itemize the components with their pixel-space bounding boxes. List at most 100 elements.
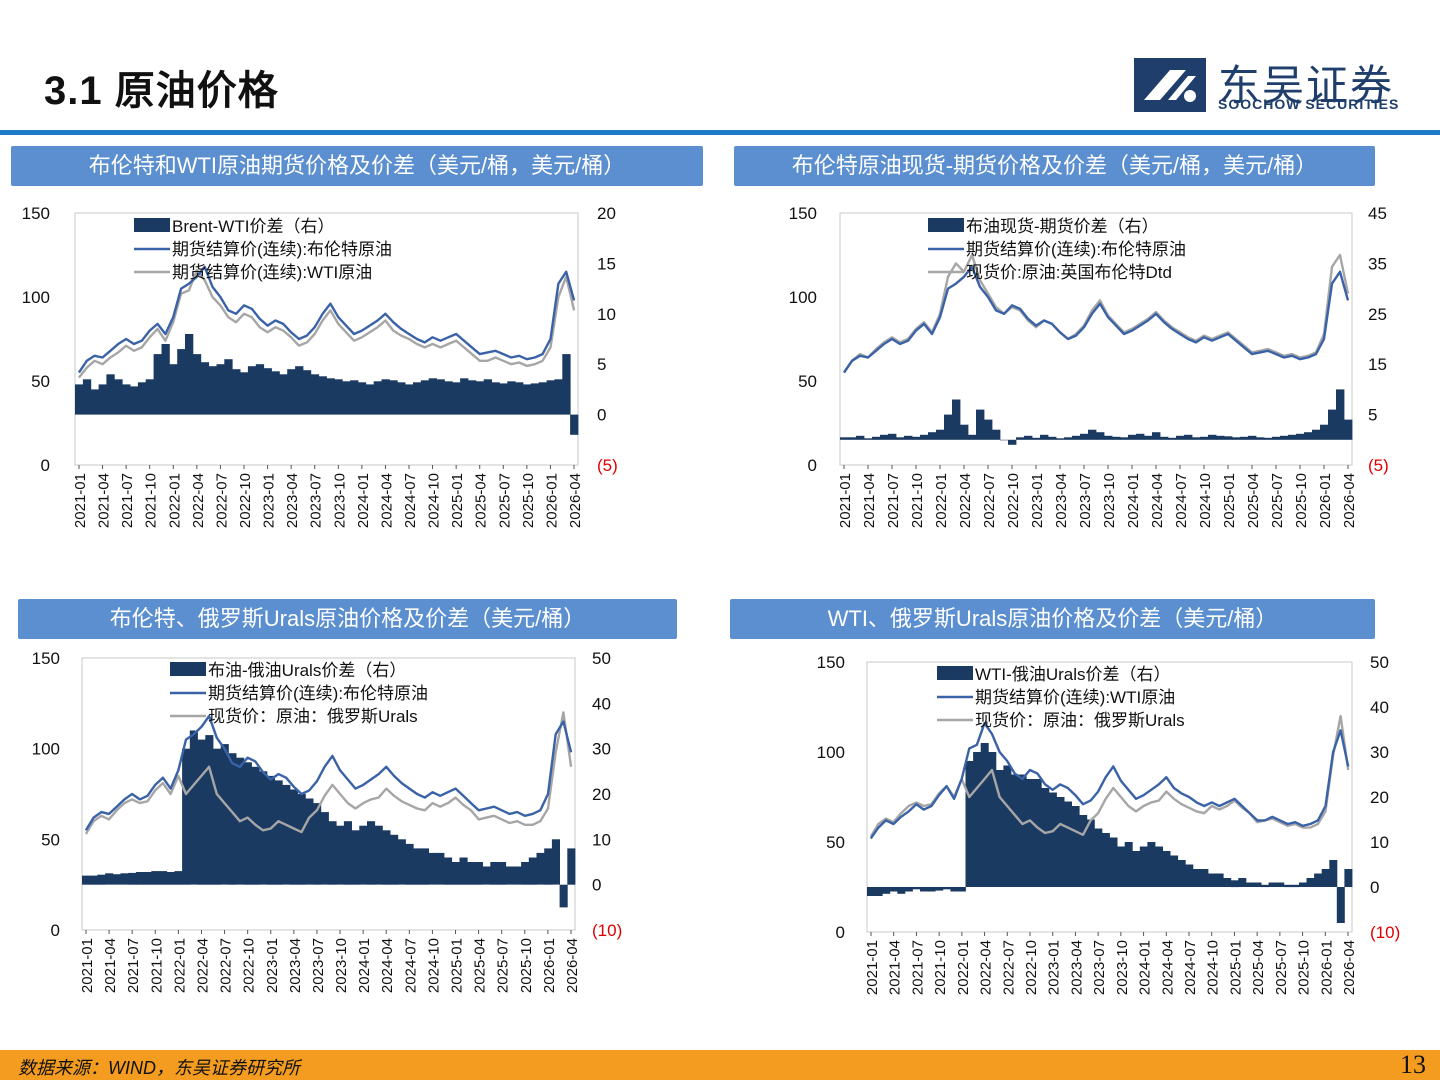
page-number: 13 (1400, 1050, 1426, 1079)
x-axis-tick: 2023-10 (1114, 940, 1131, 995)
x-axis-tick: 2025-07 (1269, 473, 1286, 528)
spread-bar (1160, 436, 1169, 440)
spread-bar (189, 730, 198, 885)
spread-bar (1086, 819, 1095, 887)
right-axis-tick: 10 (597, 305, 616, 324)
left-axis-tick: 150 (22, 204, 50, 223)
spread-bar (521, 862, 530, 885)
spread-bar (200, 362, 210, 415)
spread-bar (1329, 860, 1338, 887)
legend-label: 现货价:原油:英国布伦特Dtd (966, 263, 1172, 282)
spread-bar (856, 435, 865, 440)
spread-bar (1320, 424, 1329, 440)
x-axis-tick: 2021-01 (837, 473, 854, 528)
spread-bar (428, 852, 437, 885)
chart-wti-urals: 0 50 100 150 (10) 0 10 20 30 40 50 2021-01 2021-04 20… (817, 653, 1401, 995)
chart-3-title: 布伦特、俄罗斯Urals原油价格及价差（美元/桶） (18, 599, 677, 639)
spread-bar (297, 794, 306, 885)
right-axis-tick: 25 (1368, 305, 1387, 324)
spread-bar (1041, 788, 1050, 887)
spread-bar (1056, 438, 1065, 440)
right-axis-tick: 45 (1368, 204, 1387, 223)
left-axis-tick: 150 (817, 653, 845, 672)
spread-bar (1328, 409, 1337, 440)
spread-bar (912, 887, 921, 890)
spread-bar (82, 379, 92, 415)
x-axis-tick: 2025-04 (473, 473, 490, 528)
right-axis-tick: 10 (592, 830, 611, 849)
spread-bar (420, 380, 430, 415)
spread-bar (240, 372, 249, 415)
spread-bar (544, 848, 553, 885)
spread-bar (1230, 880, 1239, 888)
legend-label: 现货价：原油：俄罗斯Urals (975, 711, 1185, 730)
spread-bar (266, 775, 275, 885)
x-axis-tick: 2023-07 (1091, 940, 1108, 995)
x-axis-tick: 2025-04 (1245, 473, 1262, 528)
spread-bar (1064, 801, 1072, 887)
spread-bar (313, 803, 322, 885)
spread-bar (451, 862, 460, 885)
spread-bar (1208, 434, 1217, 440)
spread-bar (536, 852, 545, 885)
spread-bar (965, 761, 974, 887)
spread-bar (159, 871, 168, 885)
spread-bar (1192, 869, 1201, 887)
spread-bar (1155, 846, 1163, 887)
spread-bar (554, 379, 563, 415)
spread-bar (530, 383, 540, 415)
spread-bar (570, 414, 579, 435)
spread-bar (864, 438, 873, 440)
spread-bar (120, 873, 129, 885)
legend-label: 期货结算价(连续):布伦特原油 (172, 240, 392, 259)
x-axis-tick: 2021-01 (79, 938, 96, 993)
x-axis-tick: 2026-04 (564, 938, 581, 993)
right-axis-tick: 40 (592, 694, 611, 713)
x-axis-tick: 2023-04 (287, 938, 304, 993)
spread-bar (904, 887, 913, 892)
spread-bar (1147, 842, 1156, 887)
spread-bar (365, 384, 375, 415)
legend-label: 期货结算价(连续):WTI原油 (172, 263, 372, 282)
legend-label: 期货结算价(连续):布伦特原油 (208, 684, 428, 703)
spread-bar (1128, 434, 1137, 440)
right-axis-tick: (5) (1368, 456, 1389, 475)
right-axis-tick: 20 (597, 204, 616, 223)
spread-bar (880, 434, 889, 440)
spread-bar (161, 344, 170, 415)
spread-bar (507, 381, 516, 415)
spread-bar (295, 366, 304, 415)
spread-bar (1185, 864, 1194, 887)
spread-bar (228, 753, 237, 885)
left-axis-tick: 50 (798, 372, 817, 391)
spread-bar (1026, 779, 1035, 887)
x-axis-tick: 2021-04 (887, 940, 904, 995)
right-axis-tick: 5 (597, 355, 606, 374)
left-axis-tick: 0 (41, 456, 50, 475)
spread-bar (1312, 429, 1321, 440)
spread-bar (213, 748, 222, 885)
x-axis-tick: 2023-10 (1101, 473, 1118, 528)
x-axis-tick: 2022-10 (241, 938, 258, 993)
spread-bar (153, 354, 162, 415)
spread-bar (336, 825, 345, 885)
x-axis-tick: 2026-04 (567, 473, 584, 528)
spread-bar (1264, 437, 1273, 440)
right-axis-tick: 0 (597, 406, 606, 425)
x-axis-tick: 2025-07 (496, 473, 513, 528)
spread-bar (1192, 437, 1201, 440)
spread-bar (1080, 433, 1089, 440)
spread-bar (271, 371, 280, 415)
data-source-note: 数据来源：WIND，东吴证券研究所 (18, 1058, 300, 1078)
spread-bar (122, 384, 131, 415)
spread-bar (112, 874, 121, 885)
spread-bar (988, 752, 997, 887)
logo-english-name: SOOCHOW SECURITIES (1218, 96, 1400, 112)
left-axis-tick: 50 (826, 833, 845, 852)
spread-bar (467, 862, 476, 885)
spread-bar (182, 748, 191, 885)
x-axis-tick: 2022-01 (166, 473, 183, 528)
spread-bar (151, 871, 160, 885)
spread-bar (1088, 429, 1097, 440)
spread-bar (505, 866, 514, 885)
